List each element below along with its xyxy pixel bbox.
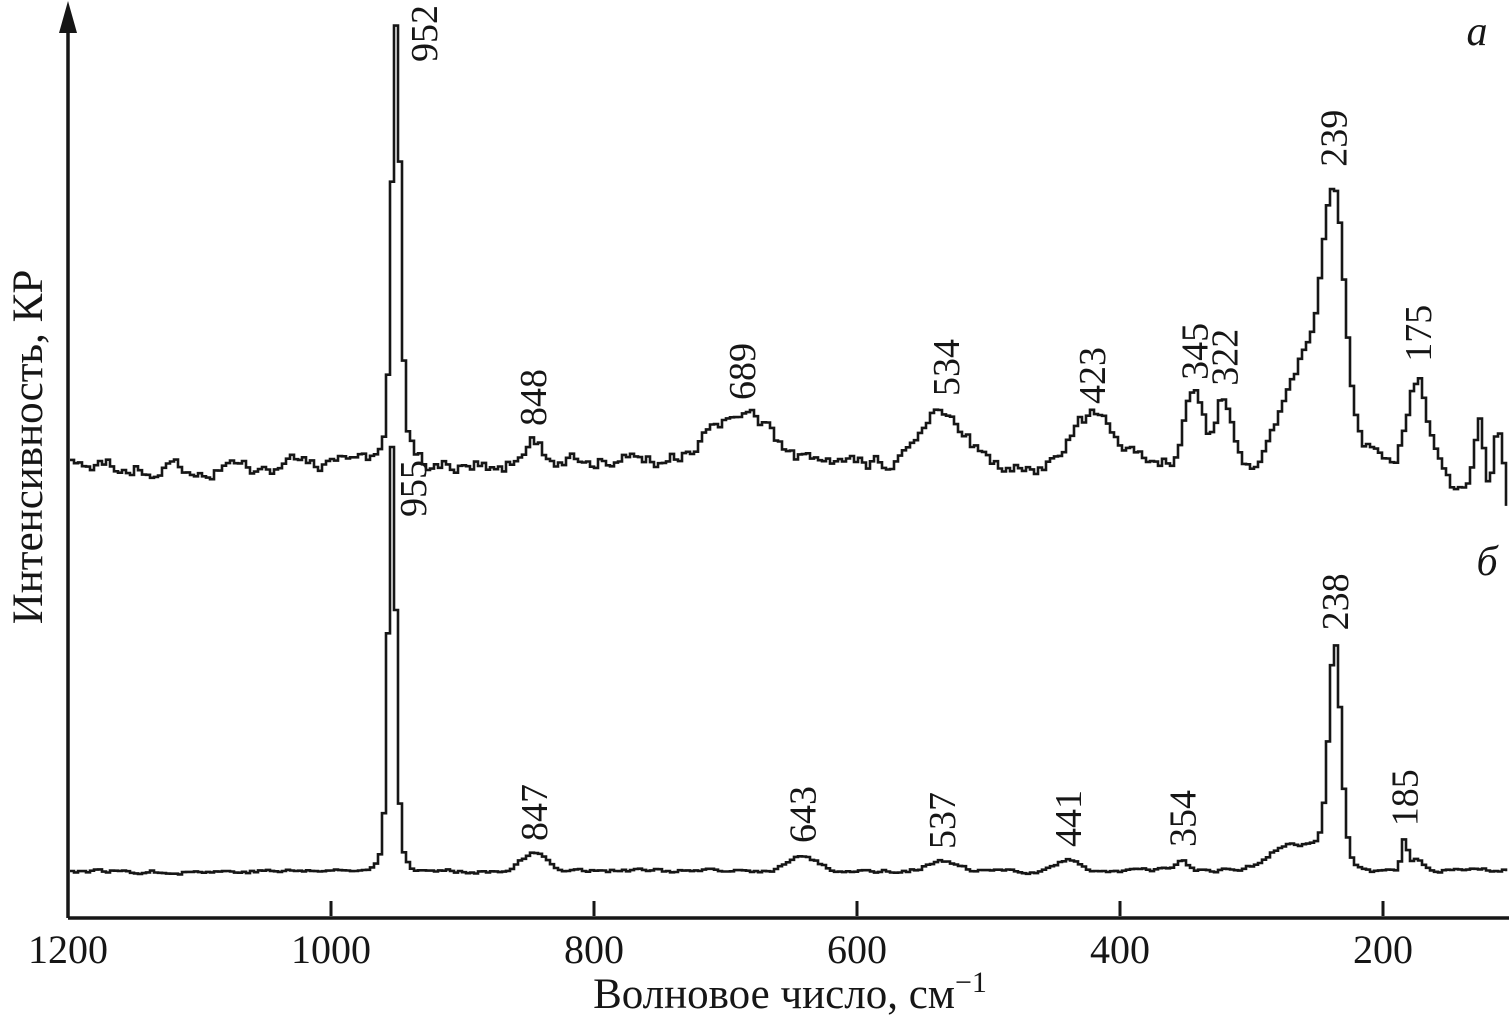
peak-label-b-537: 537 — [922, 792, 964, 849]
peak-label-a-175: 175 — [1398, 305, 1440, 362]
x-tick-label-1200: 1200 — [28, 927, 108, 972]
spectrum-a-line — [70, 24, 1508, 506]
peak-label-b-238: 238 — [1315, 573, 1357, 630]
peak-label-a-239: 239 — [1314, 110, 1356, 167]
panel-label-a: а — [1467, 9, 1488, 55]
spectrum-a-trace — [70, 24, 1508, 506]
peak-label-b-955: 955 — [393, 460, 435, 517]
peak-label-a-848: 848 — [513, 369, 555, 426]
peak-label-a-345: 345 — [1174, 323, 1216, 380]
spectrum-b-trace — [70, 445, 1508, 876]
peak-label-a-423: 423 — [1072, 347, 1114, 404]
x-tick-label-400: 400 — [1090, 927, 1150, 972]
x-axis-title: Волновое число, см−1 — [593, 966, 987, 1018]
x-tick-marks — [329, 901, 1385, 916]
x-tick-label-800: 800 — [564, 927, 624, 972]
y-axis-title: Интенсивность, КР — [5, 270, 52, 625]
x-tick-labels: 1200 1000 800 600 400 200 — [28, 927, 1413, 972]
peak-label-a-322: 322 — [1205, 329, 1247, 386]
peak-label-b-643: 643 — [783, 786, 825, 843]
peak-label-b-441: 441 — [1048, 790, 1090, 847]
axes — [59, 1, 1509, 920]
x-tick-label-600: 600 — [827, 927, 887, 972]
y-axis-arrow-icon — [59, 1, 77, 33]
peak-label-a-952: 952 — [404, 5, 446, 62]
x-tick-label-200: 200 — [1353, 927, 1413, 972]
peak-label-b-847: 847 — [514, 784, 556, 841]
peak-label-b-354: 354 — [1163, 790, 1205, 847]
peak-label-a-534: 534 — [926, 339, 968, 396]
panel-label-b: б — [1476, 539, 1499, 585]
panel-labels: а б — [1467, 9, 1500, 585]
axis-titles: Волновое число, см−1 Интенсивность, КР — [5, 270, 987, 1018]
spectrum-b-line — [70, 445, 1508, 876]
peak-label-b-185: 185 — [1385, 769, 1427, 826]
peak-label-a-689: 689 — [722, 343, 764, 400]
x-tick-label-1000: 1000 — [291, 927, 371, 972]
